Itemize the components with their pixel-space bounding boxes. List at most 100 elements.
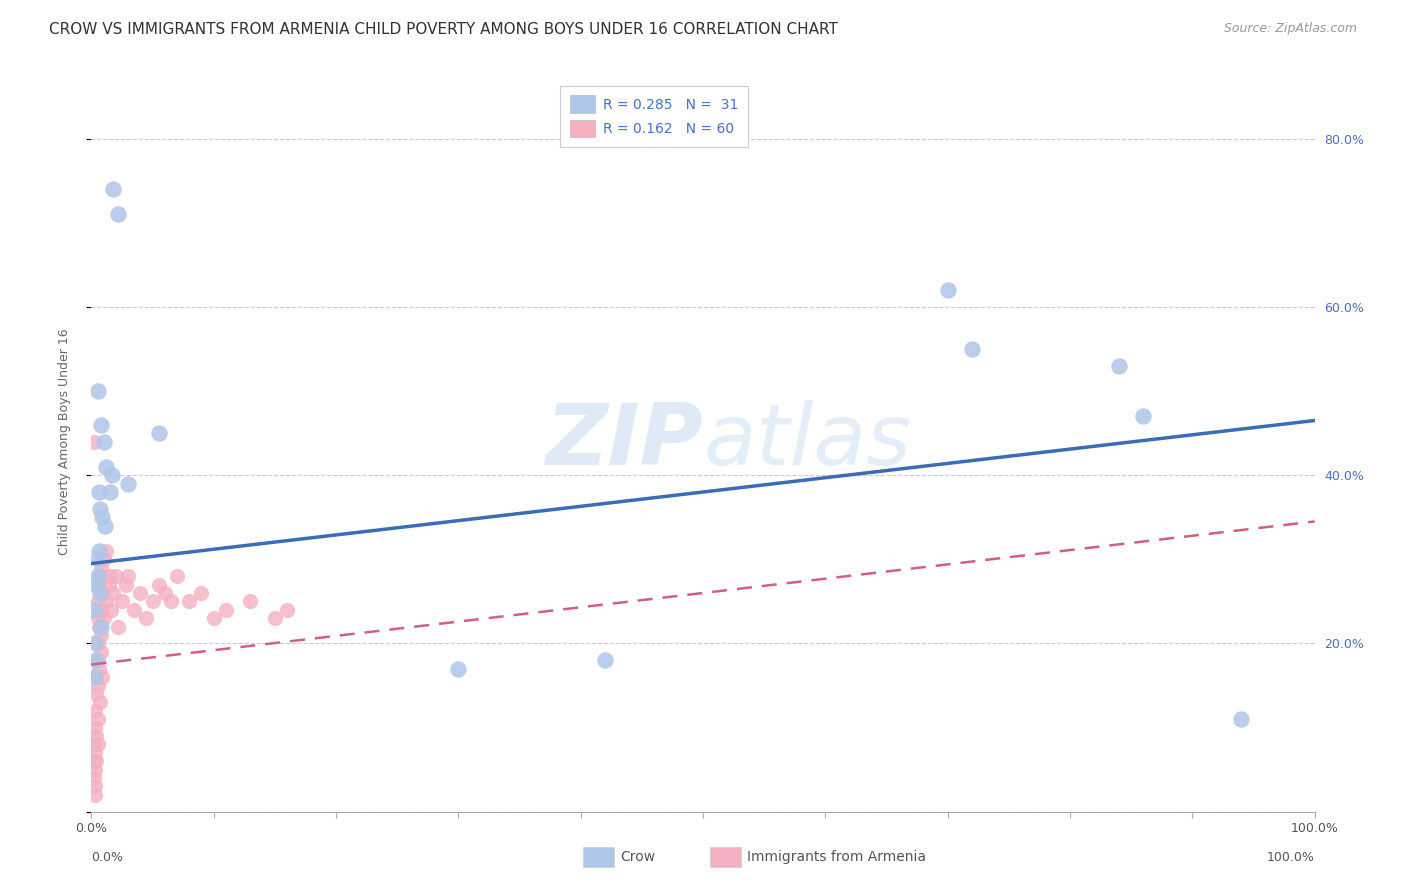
Point <box>84 780 107 794</box>
Point <box>936 283 959 297</box>
Point <box>148 426 170 441</box>
Point <box>84 636 107 650</box>
Point <box>84 577 107 591</box>
Point <box>87 485 110 500</box>
Point <box>86 569 108 583</box>
Point <box>93 434 115 449</box>
Point <box>166 569 188 583</box>
Point <box>103 586 125 600</box>
Point <box>89 695 111 709</box>
Text: 0.0%: 0.0% <box>91 851 124 863</box>
Point <box>86 552 108 566</box>
Point <box>447 662 470 676</box>
Point <box>86 738 108 752</box>
Point <box>202 611 225 625</box>
Point <box>1230 712 1253 726</box>
Point <box>91 510 114 524</box>
Point <box>93 611 115 625</box>
Point <box>89 586 111 600</box>
Point <box>90 560 112 574</box>
Text: Crow: Crow <box>620 850 655 864</box>
Text: 100.0%: 100.0% <box>1267 851 1315 863</box>
Point <box>84 603 107 617</box>
Text: CROW VS IMMIGRANTS FROM ARMENIA CHILD POVERTY AMONG BOYS UNDER 16 CORRELATION CH: CROW VS IMMIGRANTS FROM ARMENIA CHILD PO… <box>49 22 838 37</box>
Point <box>83 754 105 768</box>
Point <box>86 712 108 726</box>
Point <box>593 653 616 667</box>
Point <box>179 594 201 608</box>
Point <box>960 342 983 356</box>
Point <box>107 207 129 221</box>
Point <box>117 569 139 583</box>
Point <box>86 653 108 667</box>
Point <box>93 552 115 566</box>
Point <box>90 619 112 633</box>
Point <box>264 611 287 625</box>
Point <box>84 721 107 735</box>
Point <box>87 619 110 633</box>
Point <box>90 645 112 659</box>
Point <box>86 611 108 625</box>
Point <box>90 628 112 642</box>
Point <box>84 704 107 718</box>
Point <box>84 788 107 802</box>
Point <box>107 619 129 633</box>
Point <box>122 603 145 617</box>
Point <box>94 518 117 533</box>
Point <box>129 586 152 600</box>
Text: Immigrants from Armenia: Immigrants from Armenia <box>747 850 925 864</box>
Point <box>98 485 121 500</box>
Point <box>91 670 114 684</box>
Point <box>141 594 163 608</box>
Point <box>117 476 139 491</box>
Point <box>84 746 107 760</box>
Point <box>86 384 108 398</box>
Point <box>1108 359 1130 373</box>
Point <box>87 662 110 676</box>
Point <box>100 603 122 617</box>
Text: atlas: atlas <box>703 400 911 483</box>
Point <box>153 586 176 600</box>
Point <box>111 594 134 608</box>
Point <box>94 544 117 558</box>
Point <box>83 771 105 785</box>
Point <box>104 569 127 583</box>
Point <box>90 417 112 432</box>
Point <box>276 603 298 617</box>
Point <box>89 603 111 617</box>
Point <box>101 468 124 483</box>
Point <box>94 594 117 608</box>
Point <box>84 687 107 701</box>
Point <box>84 729 107 743</box>
Point <box>97 577 120 591</box>
Point <box>83 738 105 752</box>
Point <box>87 544 110 558</box>
Point <box>83 434 105 449</box>
Point <box>215 603 238 617</box>
Point <box>84 763 107 777</box>
Text: Source: ZipAtlas.com: Source: ZipAtlas.com <box>1223 22 1357 36</box>
Point <box>84 754 107 768</box>
Point <box>89 569 111 583</box>
Point <box>239 594 262 608</box>
Point <box>84 670 107 684</box>
Point <box>86 636 108 650</box>
Legend: R = 0.285   N =  31, R = 0.162   N = 60: R = 0.285 N = 31, R = 0.162 N = 60 <box>560 86 748 147</box>
Point <box>87 577 110 591</box>
Point <box>86 594 108 608</box>
Point <box>103 182 125 196</box>
Point <box>89 501 111 516</box>
Point <box>190 586 212 600</box>
Text: ZIP: ZIP <box>546 400 703 483</box>
Point <box>84 653 107 667</box>
Point <box>91 586 114 600</box>
Point <box>84 670 107 684</box>
Point <box>1132 409 1154 424</box>
Point <box>148 577 170 591</box>
Point <box>98 569 121 583</box>
Y-axis label: Child Poverty Among Boys Under 16: Child Poverty Among Boys Under 16 <box>58 328 70 555</box>
Point <box>135 611 157 625</box>
Point <box>160 594 183 608</box>
Point <box>114 577 136 591</box>
Point <box>86 679 108 693</box>
